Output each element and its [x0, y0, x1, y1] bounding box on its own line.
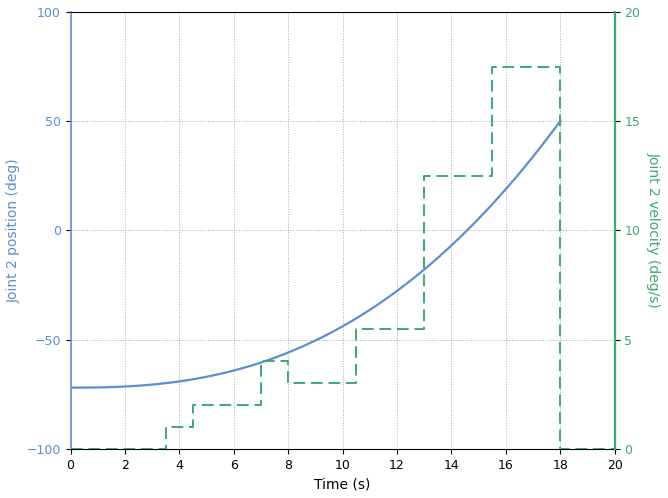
- Y-axis label: Joint 2 position (deg): Joint 2 position (deg): [7, 158, 21, 303]
- Y-axis label: Joint 2 velocity (deg/s): Joint 2 velocity (deg/s): [647, 152, 661, 308]
- X-axis label: Time (s): Time (s): [315, 477, 371, 491]
